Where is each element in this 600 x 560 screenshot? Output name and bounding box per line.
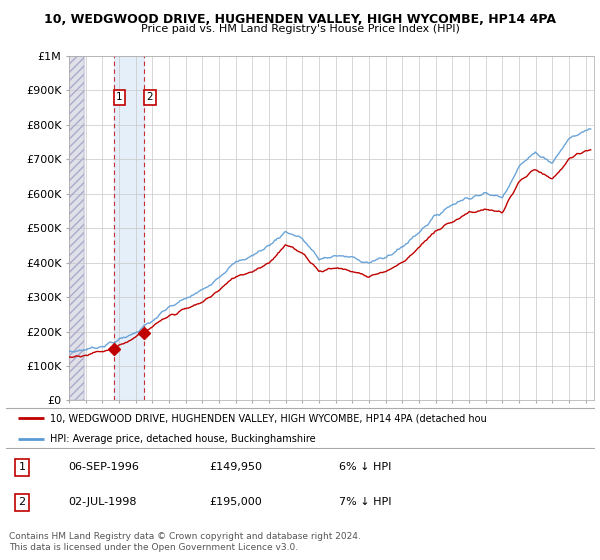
Text: 10, WEDGWOOD DRIVE, HUGHENDEN VALLEY, HIGH WYCOMBE, HP14 4PA: 10, WEDGWOOD DRIVE, HUGHENDEN VALLEY, HI…	[44, 13, 556, 26]
Text: HPI: Average price, detached house, Buckinghamshire: HPI: Average price, detached house, Buck…	[50, 433, 316, 444]
Text: Price paid vs. HM Land Registry's House Price Index (HPI): Price paid vs. HM Land Registry's House …	[140, 24, 460, 34]
Text: £195,000: £195,000	[209, 497, 262, 507]
Text: 6% ↓ HPI: 6% ↓ HPI	[339, 463, 391, 472]
Text: £149,950: £149,950	[209, 463, 262, 472]
Text: Contains HM Land Registry data © Crown copyright and database right 2024.
This d: Contains HM Land Registry data © Crown c…	[9, 533, 361, 552]
Text: 7% ↓ HPI: 7% ↓ HPI	[339, 497, 391, 507]
Text: 06-SEP-1996: 06-SEP-1996	[68, 463, 139, 472]
Text: 1: 1	[116, 92, 123, 102]
Text: 1: 1	[19, 463, 25, 472]
Text: 10, WEDGWOOD DRIVE, HUGHENDEN VALLEY, HIGH WYCOMBE, HP14 4PA (detached hou: 10, WEDGWOOD DRIVE, HUGHENDEN VALLEY, HI…	[50, 413, 487, 423]
Text: 02-JUL-1998: 02-JUL-1998	[68, 497, 136, 507]
FancyBboxPatch shape	[3, 408, 598, 448]
Text: 2: 2	[19, 497, 25, 507]
Text: 2: 2	[146, 92, 153, 102]
